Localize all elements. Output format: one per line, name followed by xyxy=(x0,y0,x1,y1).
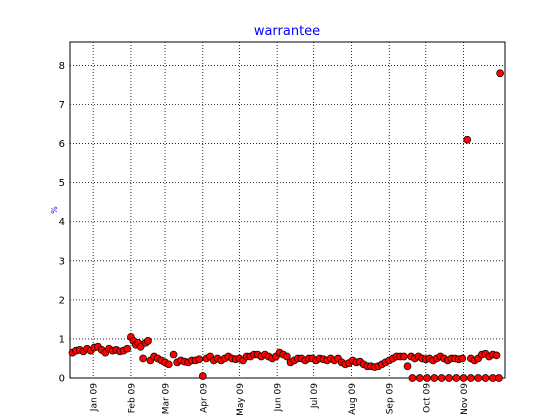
y-tick-label: 2 xyxy=(59,295,65,306)
y-tick-label: 3 xyxy=(59,256,65,267)
point xyxy=(437,374,446,382)
point xyxy=(144,337,152,345)
x-tick-label: Mar 09 xyxy=(162,383,172,415)
point xyxy=(458,354,467,363)
y-tick-label: 6 xyxy=(59,139,65,150)
y-tick-label: 8 xyxy=(59,61,65,72)
point xyxy=(452,374,461,382)
x-tick-label: May 09 xyxy=(236,383,246,416)
y-tick-label: 7 xyxy=(59,100,65,111)
point xyxy=(123,344,132,353)
point xyxy=(403,362,412,371)
y-tick-label: 4 xyxy=(59,217,65,228)
point xyxy=(474,374,483,382)
point xyxy=(481,374,490,382)
y-axis-label: % xyxy=(50,206,59,214)
x-tick-label: Nov 09 xyxy=(460,383,470,415)
x-tick-label: Jan 09 xyxy=(90,383,100,412)
x-tick-label: Jun 09 xyxy=(274,383,284,413)
point xyxy=(459,374,468,382)
point xyxy=(195,355,204,364)
point xyxy=(198,372,207,380)
point xyxy=(496,69,504,78)
point xyxy=(164,360,173,369)
x-tick-label: Feb 09 xyxy=(127,383,137,414)
point xyxy=(492,351,501,360)
plot-frame xyxy=(69,41,506,379)
point xyxy=(463,135,472,144)
point xyxy=(430,374,439,382)
point xyxy=(169,350,178,359)
point xyxy=(408,374,417,382)
point xyxy=(467,374,475,382)
point xyxy=(139,354,147,363)
point xyxy=(400,352,408,361)
point xyxy=(415,374,424,382)
x-tick-label: Apr 09 xyxy=(199,383,209,413)
point xyxy=(495,374,503,382)
chart-title: warrantee xyxy=(254,24,320,39)
y-tick-label: 5 xyxy=(59,178,65,189)
y-tick-label: 1 xyxy=(59,334,65,345)
x-tick-label: Sep 09 xyxy=(386,383,396,415)
y-tick-label: 0 xyxy=(59,374,65,385)
point xyxy=(283,352,291,361)
x-tick-label: Aug 09 xyxy=(348,383,358,415)
point xyxy=(423,374,431,382)
x-tick-label: Oct 09 xyxy=(422,383,432,413)
x-tick-label: Jul 09 xyxy=(310,383,320,409)
point xyxy=(445,374,453,382)
